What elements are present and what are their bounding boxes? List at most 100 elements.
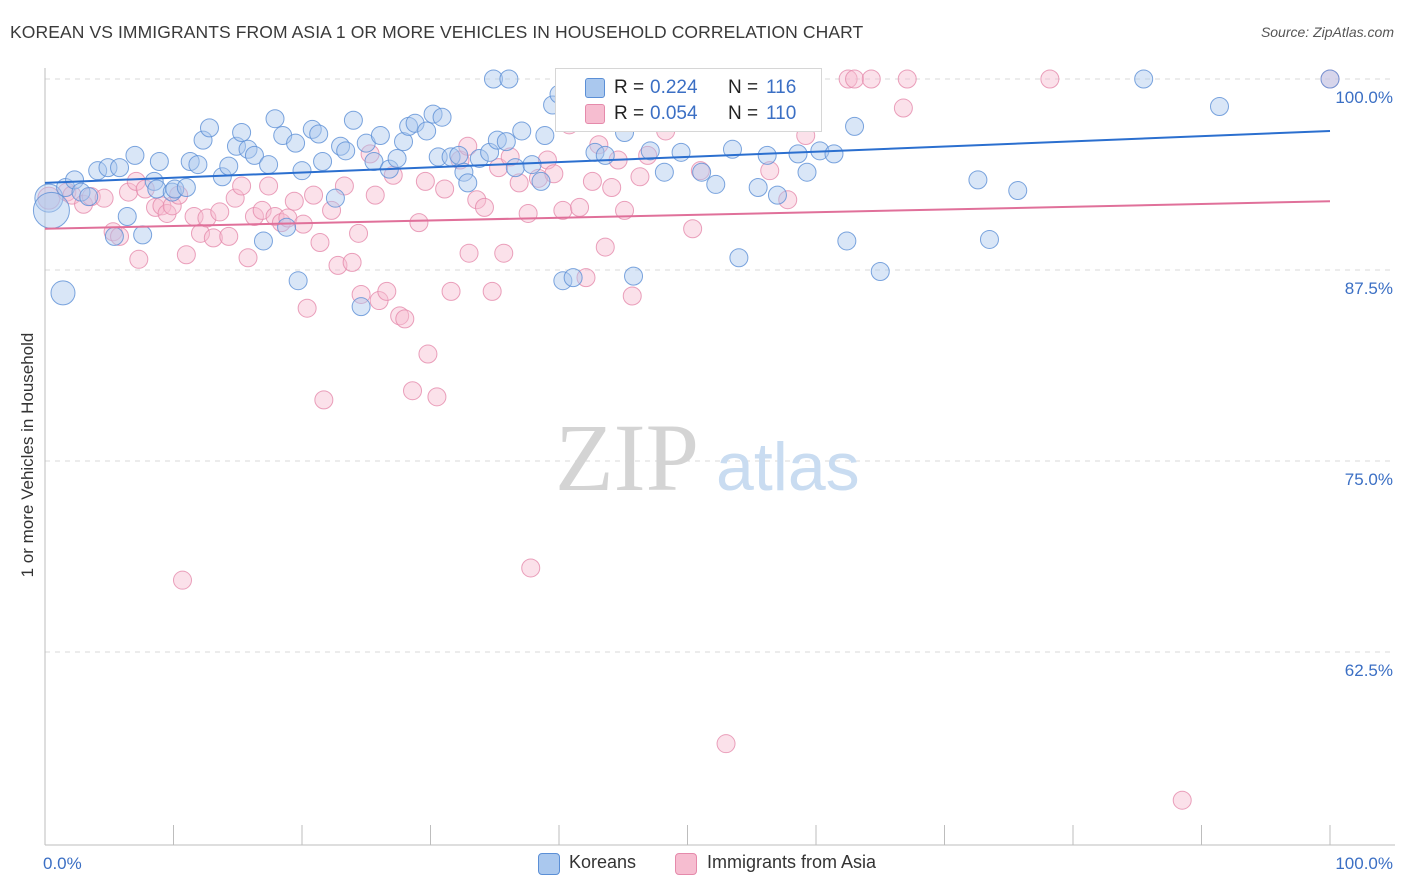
source-credit: Source: ZipAtlas.com: [1260, 24, 1394, 40]
korean-point: [309, 124, 329, 144]
legend-swatch-asia: [675, 853, 697, 875]
asia-point: [570, 197, 590, 217]
korean-point: [343, 110, 363, 130]
korean-point: [32, 191, 70, 229]
korean-point: [469, 148, 489, 168]
asia-point: [518, 203, 538, 223]
korean-point: [496, 132, 516, 152]
asia-point: [342, 252, 362, 272]
asia-point: [210, 202, 230, 222]
asia-point: [427, 387, 447, 407]
asia-point: [500, 147, 520, 167]
korean-point: [50, 280, 76, 306]
asia-point: [390, 306, 410, 326]
asia-point: [418, 344, 438, 364]
korean-point: [824, 144, 844, 164]
series-koreans: [32, 69, 1340, 317]
asia-point: [197, 208, 217, 228]
korean-point: [34, 183, 64, 213]
watermark: ZIP atlas: [555, 404, 860, 511]
asia-point: [310, 232, 330, 252]
asia-point: [760, 161, 780, 181]
asia-point: [1172, 790, 1192, 810]
korean-point: [797, 162, 817, 182]
asia-point: [252, 200, 272, 220]
korean-point: [79, 187, 99, 207]
x-tick-label: 0.0%: [43, 854, 82, 873]
asia-point: [509, 173, 529, 193]
korean-point: [640, 141, 660, 161]
asia-point: [467, 190, 487, 210]
asia-point: [474, 197, 494, 217]
korean-point: [968, 170, 988, 190]
trend-line: [44, 200, 1331, 230]
korean-point: [535, 126, 555, 146]
korean-point: [351, 297, 371, 317]
asia-point: [119, 182, 139, 202]
asia-point: [203, 228, 223, 248]
korean-point: [104, 226, 124, 246]
asia-point: [238, 248, 258, 268]
asia-point: [716, 734, 736, 754]
korean-point: [1209, 97, 1229, 117]
korean-point: [748, 177, 768, 197]
asia-point: [219, 226, 239, 246]
asia-point: [129, 249, 149, 269]
legend-label-asia: Immigrants from Asia: [707, 852, 877, 872]
korean-point: [147, 179, 167, 199]
korean-point: [370, 126, 390, 146]
asia-point: [322, 200, 342, 220]
korean-point: [767, 185, 787, 205]
y-tick-label: 87.5%: [1345, 279, 1393, 298]
korean-point: [706, 174, 726, 194]
korean-point: [88, 161, 108, 181]
korean-point: [125, 145, 145, 165]
korean-point: [253, 231, 273, 251]
tick-labels: 62.5% 75.0% 87.5% 100.0% 0.0% 100.0%: [43, 88, 1393, 873]
asia-point: [838, 69, 858, 89]
legend-label-koreans: Koreans: [569, 852, 637, 872]
korean-point: [692, 162, 712, 182]
asia-point: [225, 188, 245, 208]
korean-point: [499, 69, 519, 89]
korean-point: [788, 144, 808, 164]
korean-point: [98, 158, 118, 178]
korean-point: [199, 118, 219, 138]
asia-point: [893, 98, 913, 118]
korean-point: [133, 225, 153, 245]
asia-point: [435, 179, 455, 199]
korean-point: [394, 132, 414, 152]
asia-point: [521, 558, 541, 578]
korean-point: [480, 142, 500, 162]
asia-point: [304, 185, 324, 205]
asia-point: [897, 69, 917, 89]
korean-point: [244, 145, 264, 165]
legend-r-label: R =: [614, 103, 645, 124]
korean-point: [757, 145, 777, 165]
legend-n-value-asia: 110: [766, 103, 797, 124]
legend-r-value-asia: 0.054: [650, 103, 698, 124]
korean-point: [432, 107, 452, 127]
asia-point: [615, 200, 635, 220]
asia-point: [172, 570, 192, 590]
legend-n-label: N =: [728, 103, 759, 124]
korean-point: [624, 266, 644, 286]
korean-point: [483, 69, 503, 89]
asia-point: [284, 191, 304, 211]
korean-point: [505, 158, 525, 178]
korean-point: [162, 182, 182, 202]
korean-point: [671, 142, 691, 162]
asia-point: [403, 381, 423, 401]
asia-point: [176, 245, 196, 265]
korean-point: [654, 162, 674, 182]
korean-point: [595, 145, 615, 165]
watermark-atlas: atlas: [716, 429, 860, 505]
chart-title: KOREAN VS IMMIGRANTS FROM ASIA 1 OR MORE…: [10, 22, 864, 42]
asia-point: [630, 167, 650, 187]
trend-line: [44, 129, 1331, 184]
asia-point: [349, 223, 369, 243]
legend-swatch-koreans: [538, 853, 560, 875]
korean-point: [325, 188, 345, 208]
korean-point: [449, 145, 469, 165]
asia-point: [377, 281, 397, 301]
